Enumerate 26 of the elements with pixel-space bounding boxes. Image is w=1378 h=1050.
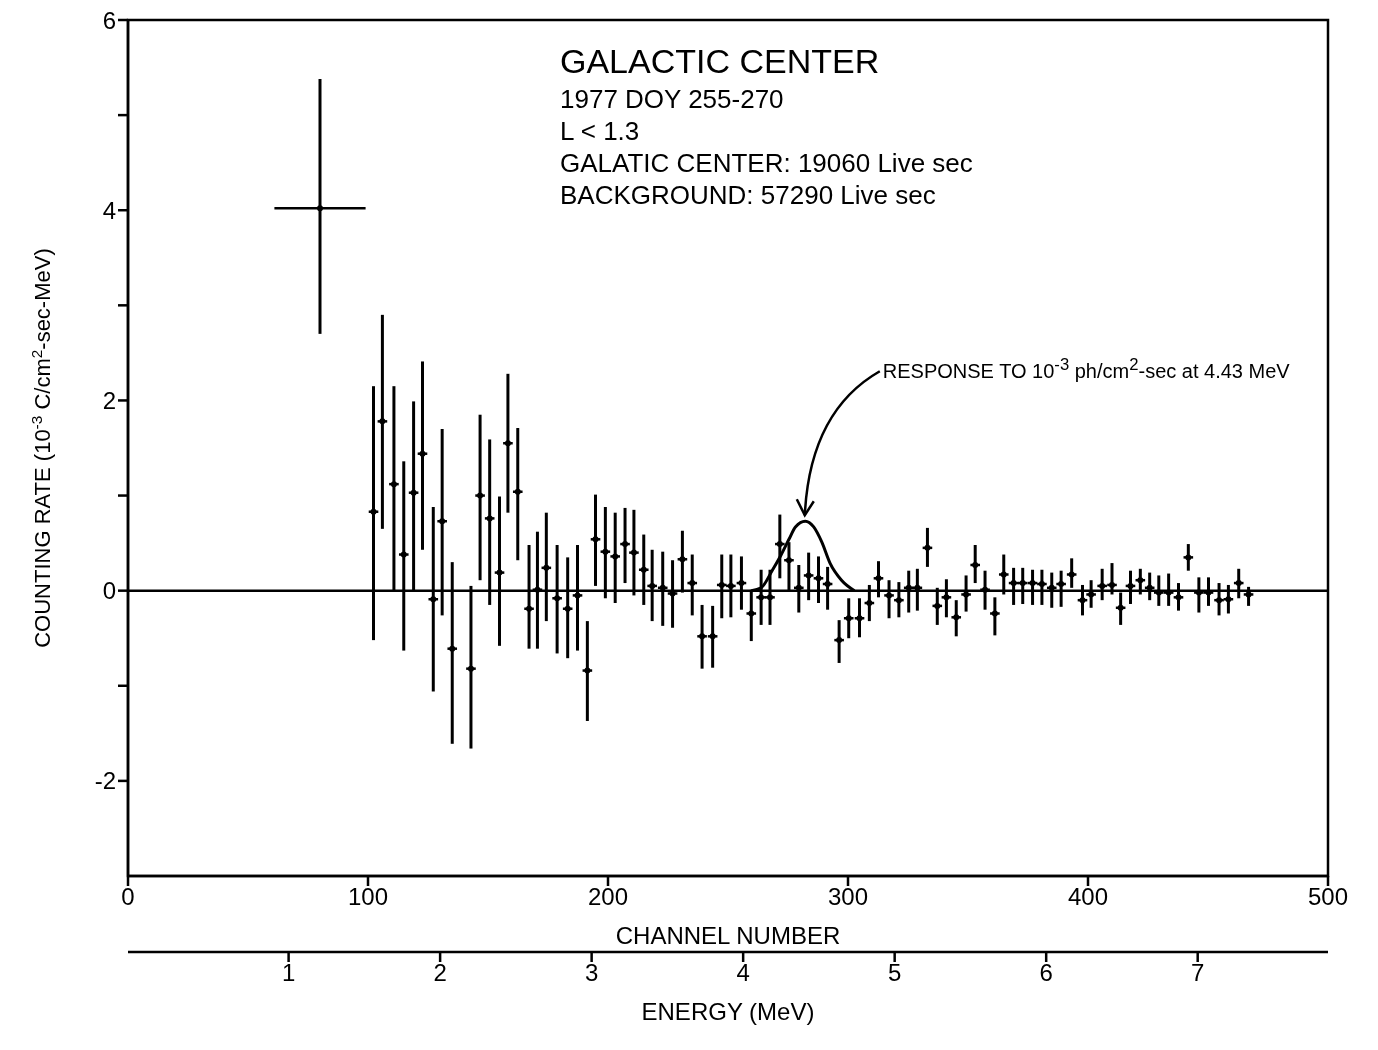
x-tick-label: 200	[587, 883, 629, 911]
x-tick-label: 0	[121, 883, 135, 911]
y-tick-label: 4	[102, 196, 116, 224]
x2-tick-label: 1	[281, 959, 296, 987]
y-tick-label: 0	[102, 577, 116, 605]
x2-tick-label: 2	[433, 959, 447, 987]
annotation: L < 1.3	[560, 115, 641, 148]
x-tick-label: 300	[827, 883, 869, 911]
x-axis-title: CHANNEL NUMBER	[615, 922, 841, 949]
y-tick-label: 6	[102, 6, 116, 34]
annotation: GALATIC CENTER: 19060 Live sec	[560, 147, 973, 180]
x-tick-label: 400	[1067, 883, 1109, 911]
x2-tick-label: 7	[1191, 959, 1205, 987]
x2-tick-label: 4	[736, 959, 750, 987]
x-tick-label: 500	[1307, 883, 1349, 911]
x2-axis-title: ENERGY (MeV)	[641, 998, 815, 1025]
annotation: 1977 DOY 255-270	[560, 83, 785, 116]
x2-tick-label: 3	[584, 959, 599, 987]
text: GALACTIC CENTER	[560, 41, 881, 82]
y-tick-label: 2	[102, 386, 116, 414]
x2-tick-label: 6	[1039, 959, 1053, 987]
annotation: BACKGROUND: 57290 Live sec	[560, 179, 937, 212]
annotation: RESPONSE TO 10$^{-3}$ ph/cm$^{2}$-sec at 4.43 MeV	[882, 354, 1290, 383]
x-tick-label: 100	[347, 883, 389, 911]
y-tick-label: -2	[94, 767, 116, 795]
x2-tick-label: 5	[887, 959, 902, 987]
